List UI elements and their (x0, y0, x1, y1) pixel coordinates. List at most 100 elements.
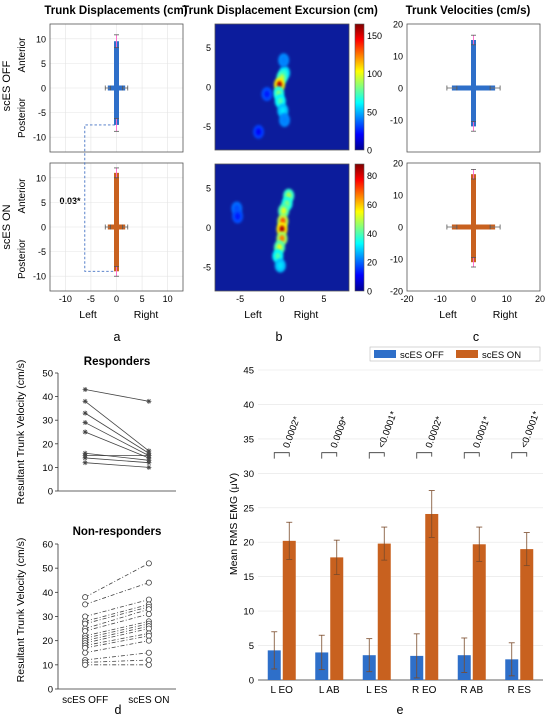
a-top-ytick-3: 5 (41, 59, 46, 69)
d-top-marker-2-0 (82, 410, 88, 416)
c-bottom-vertical-bar (471, 174, 476, 263)
c-bottom-ytick-0: -20 (390, 287, 403, 297)
a-top-ytick-4: 10 (36, 34, 46, 44)
e-xtick-5: R ES (508, 685, 532, 696)
posterior-label-top: Posterior (17, 97, 28, 138)
a-bottom-horizontal-bar (107, 224, 126, 230)
a-bottom-xtick-0: -10 (59, 294, 72, 304)
d-bottom-marker-14-1 (145, 649, 152, 656)
b-bottom-blob-core-4 (279, 225, 285, 233)
panel-letter-e: e (397, 703, 404, 717)
b-top-cbar-tick-1: 50 (367, 107, 377, 117)
d-bottom-marker-13-1 (145, 637, 152, 644)
b-top-ytick-1: 0 (206, 83, 211, 93)
d-bottom-marker-0-0 (82, 594, 89, 601)
e-xtick-0: L EO (271, 685, 294, 696)
d-bottom-ytick-4: 40 (42, 588, 53, 599)
d-top-marker-8-1 (146, 464, 152, 470)
e-bar-on-5 (520, 549, 534, 680)
d-top-marker-0-0 (82, 387, 88, 393)
b-bottom-xtick-2: 5 (321, 294, 326, 304)
a-bottom-vertical-bar (114, 172, 119, 272)
a-top-ytick-2: 0 (41, 84, 46, 94)
c-bottom-xtick-0: -20 (400, 294, 413, 304)
b-bottom-ytick-2: 5 (206, 183, 211, 193)
a-left-label: Left (79, 309, 97, 321)
a-bottom-xtick-2: 0 (114, 294, 119, 304)
b-bottom-ytick-1: 0 (206, 223, 211, 233)
b-top-blob-core-6 (281, 116, 288, 124)
e-bar-on-4 (472, 544, 486, 680)
d-bottom-pair-line-9 (85, 625, 149, 642)
a-bottom-xtick-3: 5 (140, 294, 145, 304)
row-label-off: scES OFF (1, 60, 13, 111)
b-bottom-cbar-tick-3: 60 (367, 200, 377, 210)
e-legend-label-on: scES ON (482, 350, 521, 361)
a-bottom-ytick-0: -10 (33, 272, 46, 282)
e-sig-bracket-0 (273, 452, 290, 459)
d-bottom-ytick-0: 0 (48, 685, 53, 696)
title-panel-b: Trunk Displacement Excursion (cm) (182, 5, 378, 17)
d-top-pair-line-0 (85, 389, 149, 402)
e-legend-box (369, 346, 541, 362)
e-ytick-5: 25 (243, 503, 254, 514)
d-bottom-pair-line-3 (85, 604, 149, 622)
e-ytick-3: 15 (243, 572, 254, 583)
e-xtick-4: R AB (460, 685, 483, 696)
d-top-pair-line-8 (85, 462, 149, 468)
anterior-label-top: Anterior (17, 37, 28, 73)
c-bottom-xtick-3: 10 (502, 294, 512, 304)
displacement-comparison-bracket (84, 124, 115, 272)
d-top-marker-4-0 (82, 429, 88, 435)
a-right-label: Right (134, 309, 159, 321)
d-bottom-marker-16-1 (145, 661, 152, 668)
panel-letter-a: a (114, 330, 121, 344)
d-bottom-marker-12-1 (145, 632, 152, 639)
b-top-blob-core-9 (255, 128, 262, 136)
e-xtick-2: L ES (366, 685, 388, 696)
c-bottom-ytick-4: 20 (393, 159, 403, 169)
d-bottom-pair-line-12 (85, 635, 149, 649)
b-bottom-xtick-0: -5 (236, 294, 244, 304)
c-top-horizontal-bar (451, 85, 496, 91)
d-top-marker-7-0 (82, 455, 88, 461)
b-top-cbar-tick-0: 0 (367, 146, 372, 156)
d-top-pair-line-2 (84, 412, 150, 454)
d-bottom-pair-line-8 (85, 623, 149, 639)
b-bottom-blob-core-2 (281, 207, 287, 215)
d-top-ytick-2: 20 (42, 439, 53, 450)
b-top-ytick-2: 5 (206, 43, 211, 53)
b-top-blob-core-4 (277, 97, 283, 105)
a-bottom-xtick-1: -5 (87, 294, 95, 304)
d-top-ytick-3: 30 (42, 416, 53, 427)
b-bottom-cbar-tick-0: 0 (367, 287, 372, 297)
d-top-pair-line-3 (84, 422, 150, 456)
b-right-label: Right (294, 309, 319, 321)
c-top-vertical-bar (471, 40, 476, 127)
d-bottom-marker-2-1 (145, 596, 152, 603)
b-top-blob-core-7 (281, 56, 287, 64)
e-xtick-1: L AB (319, 685, 340, 696)
e-legend-swatch-on (456, 350, 478, 358)
a-top-horizontal-bar (107, 85, 126, 91)
e-bar-on-1 (330, 557, 344, 680)
d-bottom-ytick-1: 10 (42, 660, 53, 671)
d-bottom-marker-4-0 (82, 620, 89, 627)
b-bottom-blob-core-8 (277, 262, 283, 270)
c-top-ytick-3: 20 (393, 20, 403, 30)
e-pvalue-4: 0.0001* (471, 415, 493, 450)
d-bottom-ytick-6: 60 (42, 540, 53, 551)
b-top-blob-core-8 (264, 90, 270, 98)
b-bottom-xtick-1: 0 (279, 294, 284, 304)
d-top-marker-8-0 (82, 460, 88, 466)
c-bottom-horizontal-bar (451, 224, 496, 230)
d-top-pair-line-4 (84, 431, 150, 459)
d-bottom-ytick-2: 20 (42, 636, 53, 647)
d-bottom-marker-12-0 (82, 644, 89, 651)
displacement-p-annotation: 0.03* (59, 196, 81, 206)
c-top-ytick-2: 10 (393, 52, 403, 62)
title-panel-c: Trunk Velocities (cm/s) (406, 5, 531, 17)
d-ylabel-top: Resultant Trunk Velocity (cm/s) (15, 360, 27, 505)
c-bottom-ytick-1: -10 (390, 255, 403, 265)
